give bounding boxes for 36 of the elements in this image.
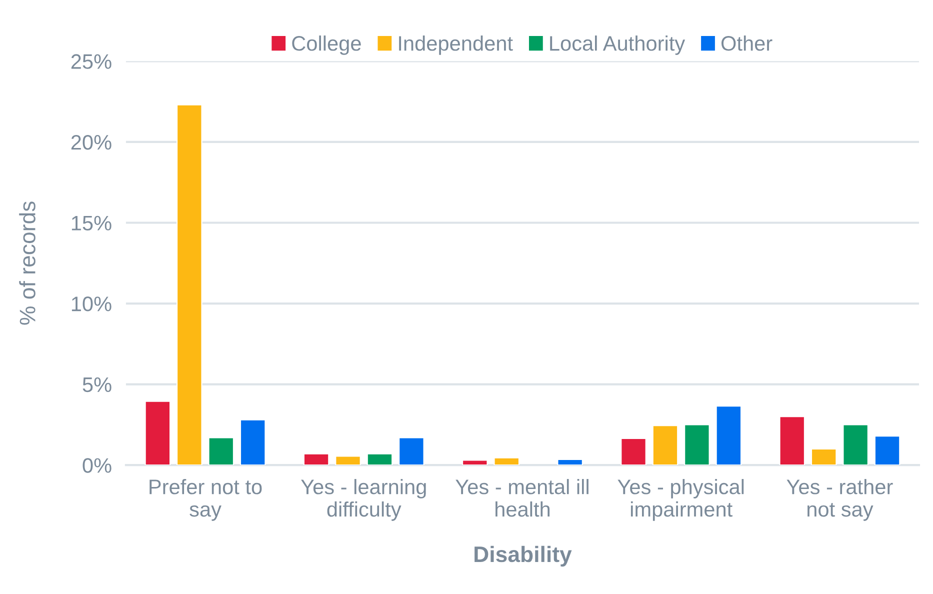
x-axis-title: Disability bbox=[474, 546, 572, 567]
bar bbox=[810, 448, 837, 466]
x-tick-label: Yes - learning difficulty bbox=[301, 478, 426, 521]
bar bbox=[176, 104, 202, 466]
x-tick-label: Yes - mental ill health bbox=[456, 478, 588, 517]
bar bbox=[842, 424, 868, 466]
bar bbox=[240, 419, 266, 466]
bar bbox=[398, 437, 424, 466]
bar bbox=[462, 460, 488, 466]
x-tick-label: Yes - rather not say bbox=[786, 478, 893, 521]
y-tick-label: 15% bbox=[72, 216, 112, 231]
y-tick-label: 0% bbox=[82, 458, 112, 473]
bar bbox=[716, 406, 742, 466]
bar bbox=[366, 453, 393, 466]
x-tick-label: Prefer not to say bbox=[150, 479, 262, 521]
bar bbox=[557, 458, 583, 466]
y-tick-label: 5% bbox=[82, 377, 112, 392]
bar bbox=[335, 456, 361, 466]
bar bbox=[303, 453, 330, 466]
bar bbox=[652, 424, 678, 466]
bar bbox=[620, 438, 646, 466]
legend-label: College bbox=[292, 36, 361, 55]
bar bbox=[494, 457, 520, 466]
legend-label: Independent bbox=[399, 36, 513, 55]
x-tick-label: Yes - physical impairment bbox=[618, 478, 744, 521]
bar bbox=[208, 437, 234, 466]
y-tick-label: 20% bbox=[71, 134, 112, 150]
bar bbox=[144, 400, 171, 466]
legend-label: Local Authority bbox=[550, 36, 686, 55]
y-tick-label: 25% bbox=[71, 54, 112, 69]
y-tick-label: 10% bbox=[72, 296, 112, 312]
legend-label: Other bbox=[721, 36, 772, 51]
y-axis-title: % of records bbox=[19, 202, 36, 325]
bar bbox=[874, 435, 900, 466]
bar bbox=[779, 416, 806, 466]
bar bbox=[684, 424, 710, 466]
